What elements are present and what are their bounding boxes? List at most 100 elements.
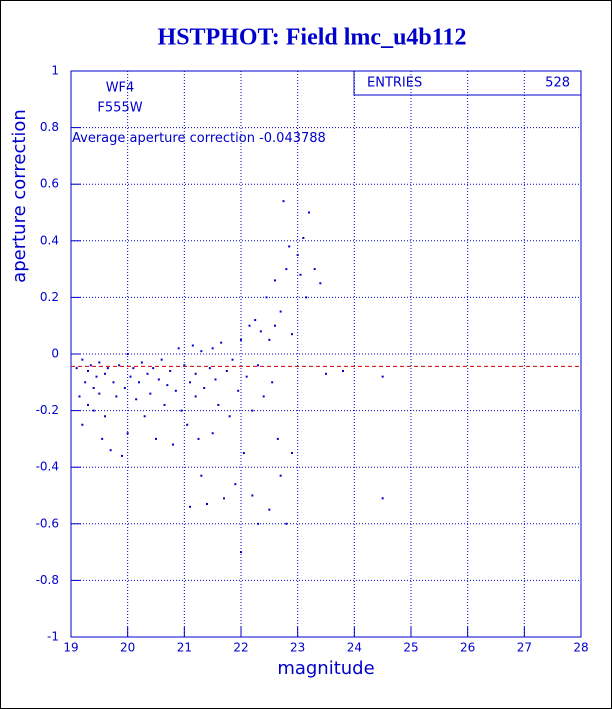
point bbox=[177, 347, 180, 350]
point bbox=[262, 395, 265, 398]
point bbox=[92, 386, 95, 389]
point bbox=[109, 449, 112, 452]
point bbox=[242, 452, 245, 455]
point bbox=[282, 200, 285, 203]
average-annotation: Average aperture correction -0.043788 bbox=[72, 131, 326, 146]
point bbox=[140, 361, 143, 364]
chart-title: HSTPHOT: Field lmc_u4b112 bbox=[158, 25, 467, 51]
stats-value: 528 bbox=[545, 76, 570, 91]
point bbox=[200, 350, 203, 353]
filter-label: F555W bbox=[97, 101, 142, 116]
x-tick-label: 20 bbox=[120, 641, 135, 655]
point bbox=[84, 381, 87, 384]
point bbox=[126, 353, 129, 355]
point bbox=[265, 296, 268, 299]
point bbox=[104, 372, 106, 375]
point bbox=[174, 389, 177, 392]
point bbox=[135, 398, 138, 401]
point bbox=[89, 364, 92, 367]
point bbox=[279, 474, 282, 477]
point bbox=[149, 392, 152, 395]
point bbox=[87, 403, 89, 406]
chip-label: WF4 bbox=[106, 81, 135, 96]
point bbox=[228, 415, 231, 418]
point bbox=[157, 378, 160, 381]
point bbox=[95, 375, 98, 378]
point bbox=[248, 324, 251, 327]
y-tick-label: -0.8 bbox=[36, 573, 59, 587]
point bbox=[308, 211, 310, 214]
point bbox=[268, 338, 271, 341]
x-tick-label: 22 bbox=[233, 641, 248, 655]
point bbox=[251, 409, 254, 412]
point bbox=[87, 369, 89, 372]
y-tick-label: 0.6 bbox=[40, 177, 59, 191]
point bbox=[251, 494, 254, 497]
x-tick-label: 24 bbox=[347, 641, 362, 655]
point bbox=[279, 310, 282, 313]
point bbox=[274, 279, 276, 282]
point bbox=[381, 497, 384, 500]
average-label: Average aperture correction bbox=[72, 131, 255, 146]
point bbox=[274, 324, 276, 327]
point bbox=[115, 395, 118, 398]
point bbox=[121, 454, 123, 457]
x-tick-label: 26 bbox=[460, 641, 475, 655]
point bbox=[305, 296, 308, 299]
y-axis-label: aperture correction bbox=[9, 109, 30, 283]
point bbox=[194, 372, 197, 375]
point bbox=[206, 502, 208, 505]
point bbox=[126, 432, 129, 435]
point bbox=[169, 369, 172, 372]
point bbox=[237, 389, 240, 392]
point bbox=[240, 551, 242, 554]
point bbox=[291, 452, 293, 455]
point bbox=[186, 423, 189, 426]
point bbox=[225, 369, 228, 372]
point bbox=[211, 432, 214, 435]
point bbox=[245, 375, 248, 378]
point bbox=[78, 395, 81, 398]
point bbox=[143, 415, 146, 418]
x-tick-label: 25 bbox=[403, 641, 418, 655]
point bbox=[288, 245, 291, 248]
y-tick-label: -0.4 bbox=[36, 460, 59, 474]
point bbox=[302, 236, 305, 239]
point bbox=[123, 386, 126, 389]
point bbox=[81, 423, 84, 426]
point bbox=[220, 341, 223, 344]
point bbox=[285, 522, 288, 525]
point bbox=[211, 347, 214, 350]
point bbox=[163, 403, 166, 406]
point bbox=[259, 330, 262, 333]
point bbox=[296, 253, 299, 256]
point bbox=[234, 483, 237, 486]
point bbox=[189, 505, 191, 508]
y-tick-label: -1 bbox=[47, 630, 59, 644]
point bbox=[98, 361, 101, 364]
point bbox=[112, 381, 115, 384]
point bbox=[223, 497, 225, 500]
y-tick-label: 0 bbox=[51, 347, 59, 361]
point bbox=[183, 364, 186, 367]
point bbox=[276, 437, 279, 440]
point bbox=[152, 367, 155, 370]
point bbox=[299, 273, 302, 276]
point bbox=[285, 268, 288, 271]
y-tick-label: -0.6 bbox=[36, 516, 59, 530]
point bbox=[197, 437, 200, 440]
point bbox=[381, 375, 384, 378]
average-value: -0.043788 bbox=[259, 131, 326, 146]
point bbox=[191, 344, 194, 347]
point bbox=[231, 358, 234, 361]
point bbox=[166, 384, 169, 387]
x-tick-label: 27 bbox=[517, 641, 532, 655]
point bbox=[104, 415, 106, 418]
point bbox=[138, 381, 140, 384]
y-tick-label: 1 bbox=[51, 64, 59, 78]
point bbox=[146, 372, 149, 375]
point bbox=[203, 386, 206, 389]
point bbox=[129, 375, 132, 378]
x-axis-label: magnitude bbox=[277, 658, 374, 679]
